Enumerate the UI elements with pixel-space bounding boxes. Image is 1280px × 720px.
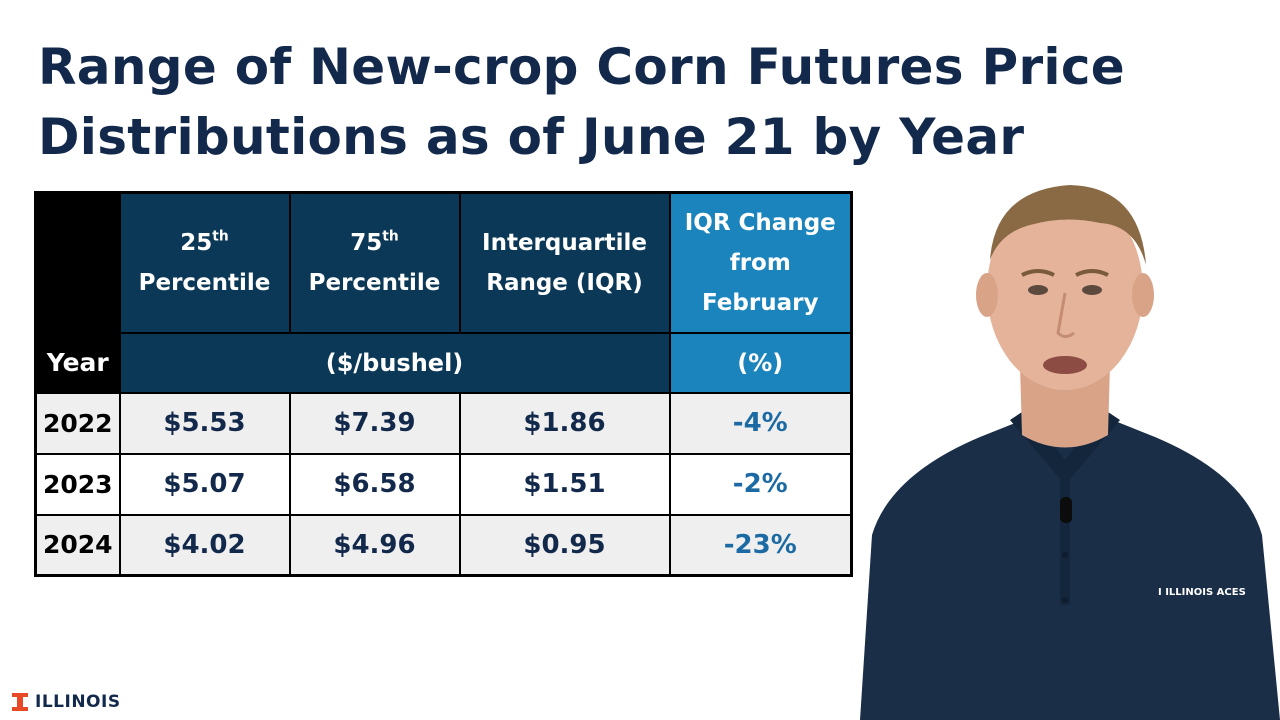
header-25th-percentile: 25th Percentile	[118, 191, 291, 334]
table-row: 2022 $5.53 $7.39 $1.86 -4%	[34, 391, 853, 455]
table-header-row: 25th Percentile 75th Percentile Interqua…	[34, 191, 853, 334]
p25-cell: $5.07	[118, 452, 291, 516]
shirt-logo-text: I ILLINOIS ACES	[1158, 587, 1246, 598]
title-line-1: Range of New-crop Corn Futures Price	[38, 38, 1125, 96]
header-75th-percentile: 75th Percentile	[288, 191, 461, 334]
header-interquartile-range: Interquartile Range (IQR)	[458, 191, 671, 334]
change-cell: -4%	[668, 391, 853, 455]
table-unit-row: Year ($/bushel) (%)	[34, 331, 853, 394]
iqr-cell: $1.51	[458, 452, 671, 516]
block-i-icon	[12, 693, 28, 711]
logo-text: ILLINOIS	[35, 692, 121, 712]
title-line-2: Distributions as of June 21 by Year	[38, 108, 1025, 166]
iqr-cell: $0.95	[458, 513, 671, 577]
p75-cell: $4.96	[288, 513, 461, 577]
price-distribution-table: 25th Percentile 75th Percentile Interqua…	[34, 191, 853, 577]
year-cell: 2022	[34, 391, 121, 455]
change-cell: -23%	[668, 513, 853, 577]
iqr-cell: $1.86	[458, 391, 671, 455]
page-title: Range of New-crop Corn Futures Price Dis…	[38, 32, 1258, 172]
year-cell: 2023	[34, 452, 121, 516]
year-cell: 2024	[34, 513, 121, 577]
header-year: Year	[34, 331, 121, 394]
p25-cell: $5.53	[118, 391, 291, 455]
table-row: 2023 $5.07 $6.58 $1.51 -2%	[34, 452, 853, 516]
p75-cell: $7.39	[288, 391, 461, 455]
unit-percent-label: (%)	[668, 331, 853, 394]
table-row: 2024 $4.02 $4.96 $0.95 -23%	[34, 513, 853, 577]
unit-price-label: ($/bushel)	[118, 331, 671, 394]
change-cell: -2%	[668, 452, 853, 516]
header-iqr-change: IQR Change from February	[668, 191, 853, 334]
p75-cell: $6.58	[288, 452, 461, 516]
p25-cell: $4.02	[118, 513, 291, 577]
presenter-figure: I ILLINOIS ACES	[860, 185, 1280, 720]
header-corner	[34, 191, 121, 334]
illinois-logo: ILLINOIS	[12, 692, 121, 712]
